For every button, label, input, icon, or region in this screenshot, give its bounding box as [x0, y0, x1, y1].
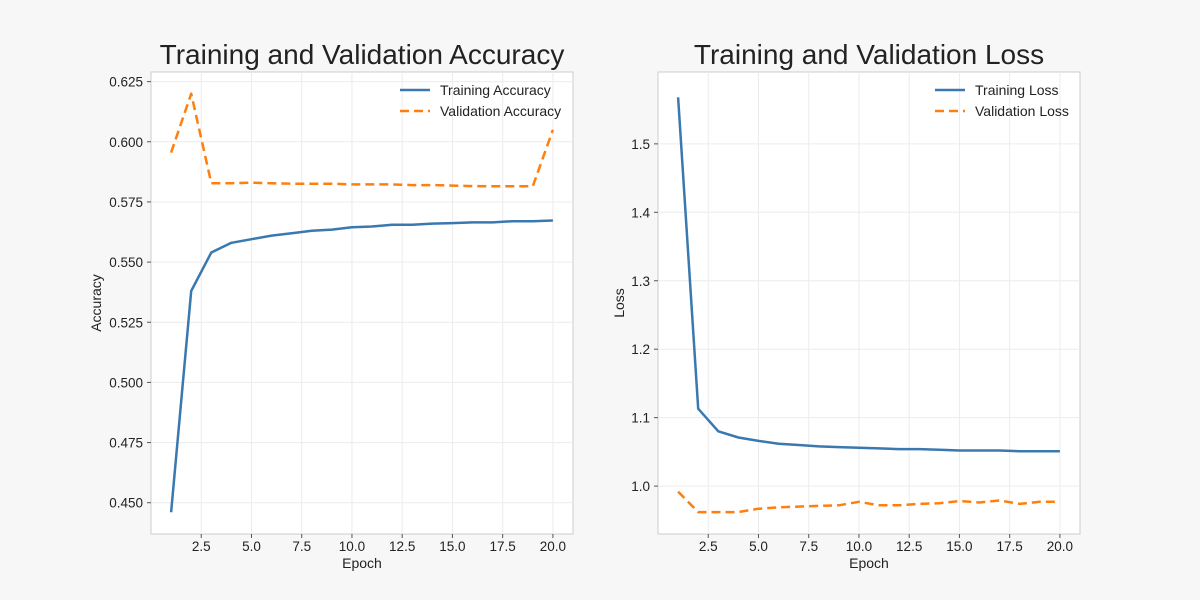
accuracy-y-tick-label: 0.525: [109, 315, 143, 330]
accuracy-y-tick-label: 0.475: [109, 436, 143, 451]
loss-legend: Training Loss Validation Loss: [935, 82, 1069, 119]
loss-y-tick-label: 1.0: [631, 479, 650, 494]
accuracy-y-tick-label: 0.625: [109, 75, 143, 90]
accuracy-y-tick-label: 0.550: [109, 255, 143, 270]
loss-y-tick-label: 1.3: [631, 274, 650, 289]
accuracy-x-tick-label: 10.0: [339, 539, 365, 554]
loss-y-tick-label: 1.2: [631, 342, 650, 357]
loss-x-tick-label: 7.5: [799, 539, 818, 554]
accuracy-y-tick-label: 0.450: [109, 496, 143, 511]
loss-x-tick-label: 2.5: [699, 539, 718, 554]
accuracy-x-tick-label: 12.5: [389, 539, 415, 554]
loss-x-tick-label: 12.5: [896, 539, 922, 554]
accuracy-x-tick-label: 15.0: [439, 539, 465, 554]
loss-series-validation-loss: [677, 490, 1060, 514]
accuracy-grid: [151, 72, 573, 534]
loss-grid: [658, 72, 1080, 534]
loss-ticks: 2.5 5.0 7.5 10.0 12.5 15.0 17.5 20.0 1.0 1.1 1.2 1.…: [631, 137, 1073, 554]
loss-series-training-loss: [676, 97, 1060, 453]
loss-legend-label-training: Training Loss: [975, 82, 1059, 98]
accuracy-x-tick-label: 2.5: [192, 539, 211, 554]
loss-y-axis-label: Loss: [611, 288, 627, 318]
loss-x-tick-label: 10.0: [846, 539, 872, 554]
loss-y-tick-label: 1.4: [631, 205, 650, 220]
accuracy-chart-title: Training and Validation Accuracy: [160, 39, 565, 70]
loss-x-tick-label: 5.0: [749, 539, 768, 554]
accuracy-x-tick-label: 5.0: [242, 539, 261, 554]
loss-lines: [676, 97, 1060, 514]
accuracy-x-tick-label: 7.5: [292, 539, 311, 554]
accuracy-x-tick-label: 17.5: [490, 539, 516, 554]
accuracy-lines: [169, 92, 555, 513]
loss-y-tick-label: 1.5: [631, 137, 650, 152]
loss-legend-label-validation: Validation Loss: [975, 103, 1069, 119]
accuracy-legend-label-validation: Validation Accuracy: [440, 103, 561, 119]
accuracy-y-tick-label: 0.575: [109, 195, 143, 210]
loss-plot-area: [657, 71, 1081, 535]
loss-y-tick-label: 1.1: [631, 411, 650, 426]
accuracy-x-tick-label: 20.0: [540, 539, 566, 554]
loss-chart-title: Training and Validation Loss: [694, 39, 1044, 70]
loss-x-tick-label: 15.0: [946, 539, 972, 554]
loss-x-tick-label: 17.5: [997, 539, 1023, 554]
accuracy-ticks: 2.5 5.0 7.5 10.0 12.5 15.0 17.5 20.0 0.450 0.475 0…: [109, 75, 566, 554]
accuracy-series-training-accuracy: [169, 219, 553, 513]
loss-subplot: Training and Validation Loss 2.5 5.0 7.5 10…: [611, 39, 1081, 571]
accuracy-y-tick-label: 0.600: [109, 135, 143, 150]
accuracy-x-axis-label: Epoch: [342, 555, 382, 571]
accuracy-y-axis-label: Accuracy: [88, 274, 104, 332]
loss-x-axis-label: Epoch: [849, 555, 889, 571]
accuracy-subplot: Training and Validation Accuracy 2.5 5.0 7…: [88, 39, 574, 571]
loss-x-tick-label: 20.0: [1047, 539, 1073, 554]
accuracy-legend-label-training: Training Accuracy: [440, 82, 551, 98]
accuracy-legend: Training Accuracy Validation Accuracy: [400, 82, 561, 119]
accuracy-y-tick-label: 0.500: [109, 375, 143, 390]
